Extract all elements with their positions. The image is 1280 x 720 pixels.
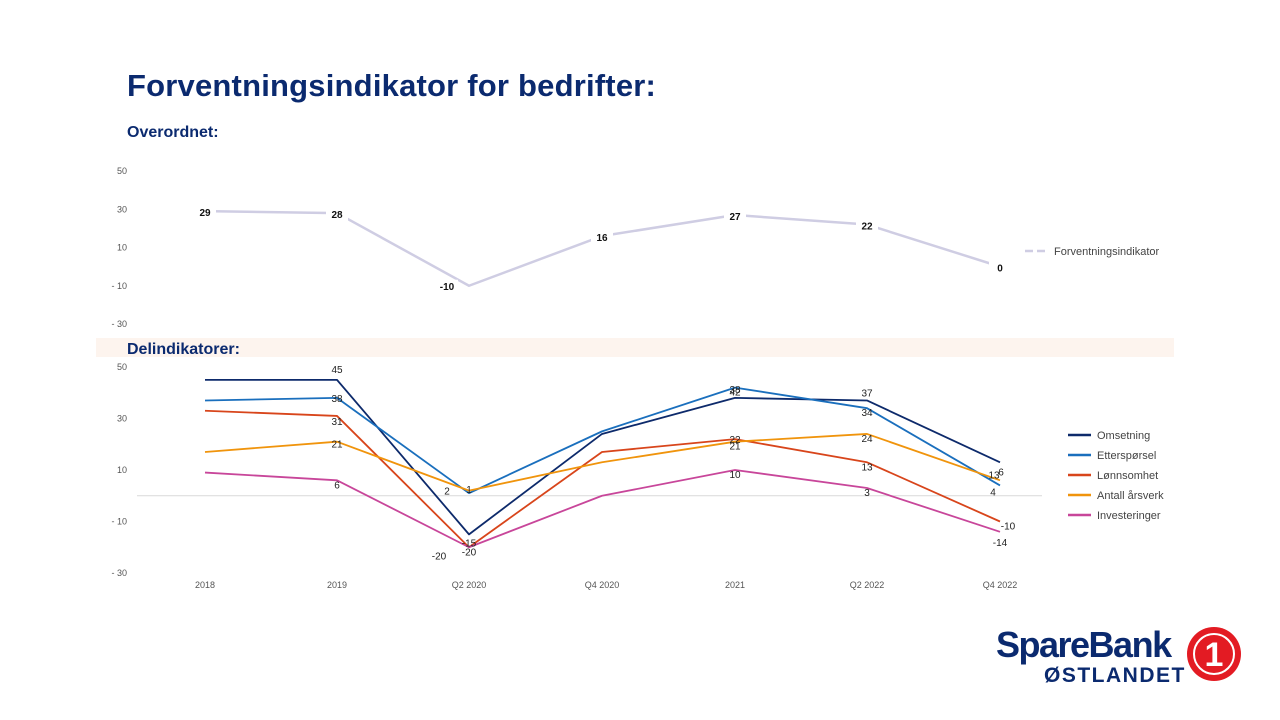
data-label: 6 bbox=[334, 480, 340, 491]
data-label: -20 bbox=[462, 547, 477, 558]
data-label: 22 bbox=[729, 435, 741, 446]
series-line-2 bbox=[204, 409, 1001, 549]
logo-text-sparebank: SpareBank bbox=[996, 624, 1172, 665]
y-tick-label: 30 bbox=[117, 204, 127, 214]
legend-label: Investeringer bbox=[1097, 510, 1161, 522]
y-tick-label: 50 bbox=[117, 166, 127, 176]
data-label: 42 bbox=[729, 388, 741, 399]
data-label: 37 bbox=[861, 388, 873, 399]
x-tick-label: 2019 bbox=[327, 580, 347, 590]
data-label-bg bbox=[194, 206, 216, 220]
x-tick-label: Q4 2022 bbox=[983, 580, 1018, 590]
data-label: -15 bbox=[462, 538, 477, 549]
data-label: 38 bbox=[331, 394, 343, 405]
data-label: 31 bbox=[331, 417, 343, 428]
data-label: -20 bbox=[432, 551, 447, 562]
data-label: 6 bbox=[998, 467, 1004, 478]
data-label: 2 bbox=[444, 487, 450, 498]
page-title: Forventningsindikator for bedrifter: bbox=[127, 68, 657, 103]
data-label: -10 bbox=[440, 282, 455, 293]
data-label-bg bbox=[856, 219, 878, 233]
y-tick-label: - 10 bbox=[111, 517, 127, 527]
logo-badge-icon: 1 bbox=[1187, 627, 1241, 681]
x-tick-label: Q4 2020 bbox=[585, 580, 620, 590]
legend-label: Omsetning bbox=[1097, 430, 1150, 442]
data-label: 13 bbox=[861, 462, 873, 473]
series-line-0 bbox=[204, 209, 1001, 287]
legend-label: Lønnsomhet bbox=[1097, 470, 1158, 482]
data-label: 28 bbox=[331, 210, 343, 221]
y-tick-label: 10 bbox=[117, 465, 127, 475]
legend-label: Antall årsverk bbox=[1097, 490, 1164, 502]
data-label: 21 bbox=[729, 442, 741, 453]
data-label: 27 bbox=[729, 212, 741, 223]
x-tick-label: 2021 bbox=[725, 580, 745, 590]
sparebank-logo: SpareBank ØSTLANDET 1 bbox=[996, 624, 1250, 690]
x-tick-label: 2018 bbox=[195, 580, 215, 590]
data-label: -14 bbox=[993, 538, 1008, 549]
data-label: 0 bbox=[997, 264, 1003, 275]
data-label: 13 bbox=[988, 470, 1000, 481]
data-label: 34 bbox=[861, 408, 873, 419]
section-band bbox=[96, 338, 1174, 357]
data-label-bg bbox=[591, 231, 613, 245]
series-line-0 bbox=[205, 378, 1001, 536]
data-label: 3 bbox=[864, 488, 870, 499]
y-tick-label: - 30 bbox=[111, 319, 127, 329]
data-label: 38 bbox=[729, 385, 741, 396]
data-label: 24 bbox=[861, 434, 873, 445]
x-tick-label: Q2 2020 bbox=[452, 580, 487, 590]
data-label: 1 bbox=[466, 485, 472, 496]
data-label: 10 bbox=[729, 470, 741, 481]
data-label: 45 bbox=[331, 365, 343, 376]
data-label-bg bbox=[724, 209, 746, 223]
data-label: 21 bbox=[331, 440, 343, 451]
series-line-1 bbox=[204, 386, 1001, 495]
data-label: 16 bbox=[596, 233, 608, 244]
y-tick-label: 10 bbox=[117, 243, 127, 253]
series-line-3 bbox=[204, 433, 1001, 492]
y-tick-label: 30 bbox=[117, 414, 127, 424]
y-tick-label: - 10 bbox=[111, 281, 127, 291]
series-line-4 bbox=[204, 469, 1001, 549]
logo-badge-number: 1 bbox=[1205, 636, 1224, 674]
data-label-bg bbox=[436, 279, 458, 293]
data-label: 22 bbox=[861, 222, 873, 233]
y-tick-label: - 30 bbox=[111, 568, 127, 578]
legend-label: Etterspørsel bbox=[1097, 450, 1156, 462]
section-title-overall: Overordnet: bbox=[127, 124, 219, 141]
data-label: 4 bbox=[990, 487, 996, 498]
x-tick-label: Q2 2022 bbox=[850, 580, 885, 590]
section-title-sub: Delindikatorer: bbox=[127, 341, 240, 358]
data-label-bg bbox=[326, 208, 348, 222]
y-tick-label: 50 bbox=[117, 362, 127, 372]
legend-label: Forventningsindikator bbox=[1054, 246, 1160, 258]
logo-text-ostlandet: ØSTLANDET bbox=[1044, 664, 1186, 687]
data-label-bg bbox=[989, 261, 1011, 275]
data-label: -10 bbox=[1001, 522, 1016, 533]
data-label: 29 bbox=[199, 208, 211, 219]
